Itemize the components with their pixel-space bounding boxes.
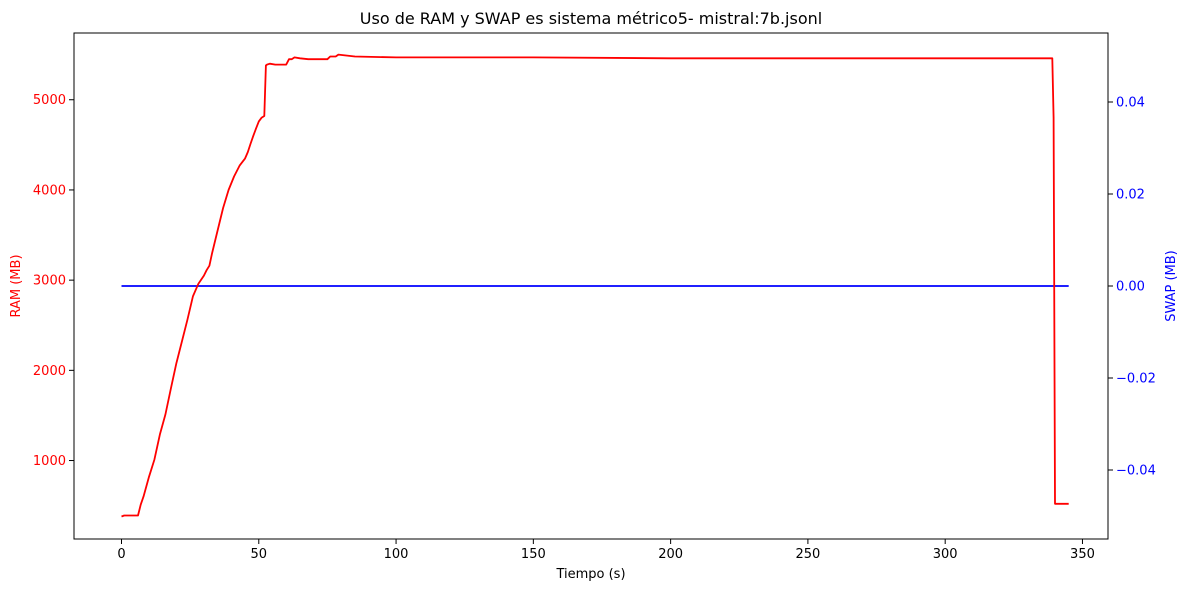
x-tick-label: 250: [795, 547, 820, 562]
swap-axis: −0.04 −0.02 0.00 0.02 0.04: [1108, 96, 1156, 479]
swap-tick-label: −0.04: [1116, 464, 1156, 479]
x-tick-label: 150: [521, 547, 546, 562]
swap-tick-label: 0.00: [1116, 280, 1145, 295]
ram-tick-label: 3000: [33, 274, 66, 289]
ram-axis: 1000 2000 3000 4000 5000: [33, 93, 74, 469]
ram-series-line: [121, 53, 1069, 518]
ram-tick-label: 1000: [33, 454, 66, 469]
ram-series-layer: [121, 53, 1069, 518]
ram-tick-label: 2000: [33, 364, 66, 379]
plot-area: [73, 32, 1109, 540]
x-tick-label: 300: [933, 547, 958, 562]
x-tick-label: 50: [251, 547, 268, 562]
x-tick-label: 350: [1070, 547, 1095, 562]
swap-axis-label: SWAP (MB): [1164, 250, 1179, 322]
ram-tick-label: 4000: [33, 183, 66, 198]
ram-tick-label: 5000: [33, 93, 66, 108]
x-tick-label: 200: [658, 547, 683, 562]
swap-tick-label: −0.02: [1116, 372, 1156, 387]
x-tick-label: 0: [117, 547, 125, 562]
x-axis: 0 50 100 150 200 250 300 350: [117, 539, 1095, 562]
chart-title: Uso de RAM y SWAP es sistema métrico5- m…: [360, 9, 822, 28]
swap-tick-label: 0.02: [1116, 188, 1145, 203]
x-tick-label: 100: [384, 547, 409, 562]
x-axis-label: Tiempo (s): [555, 567, 625, 582]
swap-tick-label: 0.04: [1116, 96, 1145, 111]
ram-axis-label: RAM (MB): [9, 254, 24, 317]
